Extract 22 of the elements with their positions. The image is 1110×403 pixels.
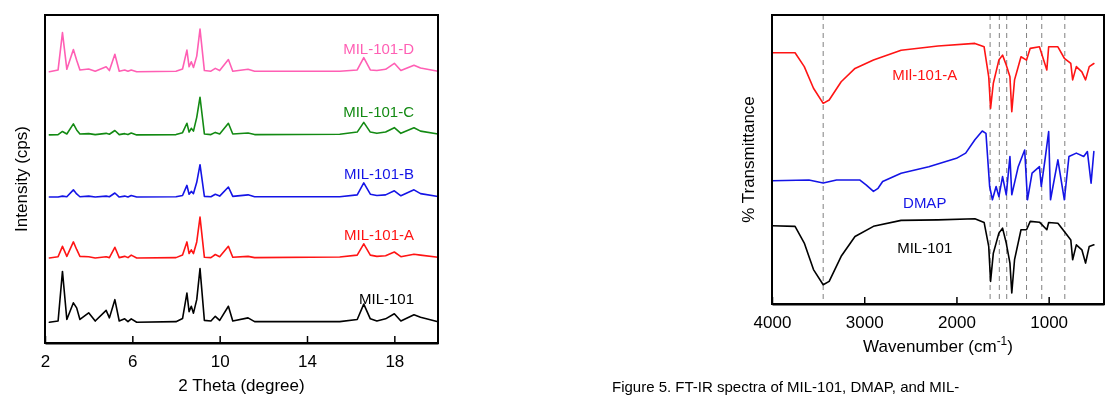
- x-tick-label: 3000: [845, 313, 884, 333]
- series-label: MIL-101-B: [343, 165, 414, 183]
- x-tick-label: 10: [210, 352, 230, 372]
- y-axis-title: Intensity (cps): [12, 126, 31, 232]
- x-tick-label: 6: [128, 352, 138, 372]
- x-axis-title: Wavenumber (cm$^{-1}$): [863, 334, 1013, 356]
- series-label: DMAP: [903, 193, 947, 211]
- x-tick-label: 2000: [938, 313, 976, 333]
- x-tick-label: 2: [40, 352, 51, 372]
- series-label: MIL-101-C: [343, 102, 415, 120]
- x-tick-label: 18: [385, 352, 405, 372]
- series-label: MIl-101-A: [892, 65, 958, 83]
- caption: Figure 5. FT-IR spectra of MIL-101, DMAP, and MIL-: [612, 378, 960, 395]
- series-label: MIL-101: [897, 238, 953, 256]
- series-label: MIL-101: [358, 290, 414, 308]
- x-tick-label: 1000: [1030, 313, 1069, 333]
- x-tick-label: 14: [298, 352, 317, 372]
- series-label: MIL-101-A: [343, 225, 414, 243]
- x-axis-title: 2 Theta (degree): [178, 376, 305, 395]
- y-axis-title: % Transmittance: [739, 96, 758, 223]
- x-tick-label: 4000: [753, 313, 792, 333]
- series-label: MIL-101-D: [343, 39, 415, 57]
